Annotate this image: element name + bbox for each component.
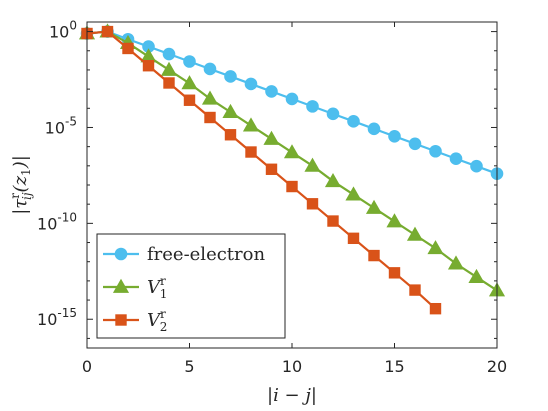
x-axis-label: |i − j|	[267, 385, 317, 406]
legend: free-electron Vr 1 Vr 2	[96, 233, 286, 339]
legend-label: Vr 2	[147, 307, 167, 334]
data-point	[224, 129, 237, 141]
data-point	[183, 94, 196, 106]
data-point	[347, 115, 360, 128]
legend-marker	[112, 278, 130, 293]
axes: 0 5 10 15 20 100 10-5 10-10 10-15 |i − j| |τrij(z1…	[8, 19, 507, 406]
data-point	[347, 232, 360, 245]
y-tick-label: 100	[49, 19, 77, 42]
data-point	[160, 61, 178, 76]
data-point	[122, 42, 134, 55]
y-tick-label: 10-10	[37, 210, 77, 233]
data-point	[429, 302, 442, 315]
data-point	[242, 117, 260, 132]
data-point	[386, 213, 403, 228]
data-point	[101, 25, 114, 38]
data-point	[367, 122, 381, 136]
data-point	[183, 55, 196, 68]
legend-entry: Vr 1	[103, 274, 167, 301]
data-point	[429, 144, 442, 158]
data-point	[449, 152, 463, 166]
data-point	[181, 75, 198, 90]
data-point	[409, 284, 421, 296]
data-point	[224, 70, 237, 83]
data-point	[244, 77, 258, 91]
data-point	[263, 130, 280, 145]
legend-marker	[115, 314, 127, 326]
legend-entry: free-electron	[103, 244, 265, 265]
data-point	[388, 129, 401, 143]
data-point	[345, 186, 362, 201]
data-point	[324, 172, 342, 188]
x-tick-label: 10	[282, 357, 302, 376]
legend-entry: Vr 2	[103, 307, 167, 334]
legend-label: Vr 1	[147, 274, 167, 301]
data-point	[265, 163, 278, 175]
data-point	[222, 103, 239, 119]
data-point	[406, 226, 424, 241]
data-point	[245, 146, 257, 158]
series-V1^r	[78, 23, 506, 297]
data-point	[204, 111, 216, 124]
data-point	[470, 159, 483, 173]
data-point	[327, 215, 339, 227]
data-point	[388, 267, 401, 279]
data-point	[306, 100, 319, 113]
data-point	[368, 249, 380, 262]
x-tick-label: 20	[487, 357, 507, 376]
data-point	[201, 90, 219, 105]
data-point	[283, 144, 301, 159]
data-point	[286, 180, 298, 193]
y-tick-label: 10-15	[37, 306, 77, 329]
data-point	[365, 199, 383, 214]
data-point	[468, 268, 485, 283]
y-tick-label: 10-5	[45, 114, 77, 137]
x-tick-label: 0	[82, 357, 92, 376]
data-point	[163, 77, 175, 89]
x-tick-label: 5	[184, 357, 194, 376]
data-point	[265, 85, 278, 98]
data-point	[203, 62, 217, 76]
plot-area	[78, 23, 506, 315]
data-point	[285, 92, 299, 106]
legend-label: free-electron	[147, 244, 265, 265]
data-point	[306, 198, 319, 210]
data-point	[408, 137, 422, 151]
y-axis-label: |τrij(z1)|	[8, 155, 34, 215]
data-point	[447, 255, 465, 270]
data-point	[326, 107, 340, 121]
data-point	[162, 47, 176, 61]
data-point	[427, 240, 444, 255]
data-point	[304, 157, 321, 172]
legend-marker	[114, 247, 128, 261]
x-tick-label: 15	[384, 357, 404, 376]
data-point	[142, 60, 155, 72]
